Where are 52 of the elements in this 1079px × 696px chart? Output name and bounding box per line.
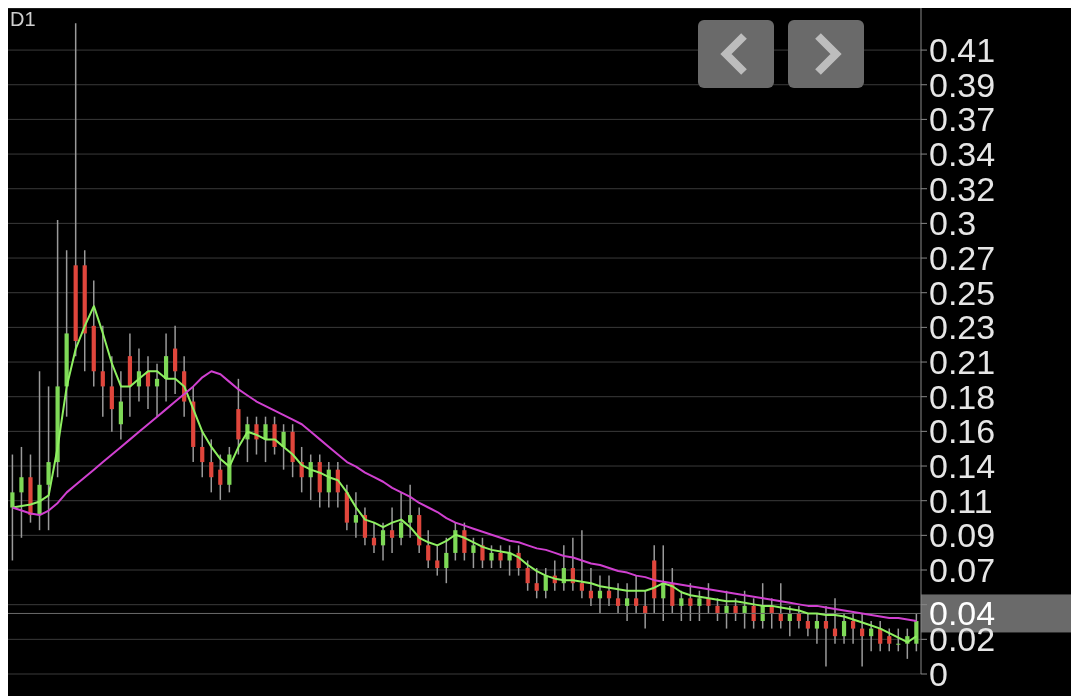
candlestick [272,415,277,456]
candlestick [679,590,684,622]
candlestick [814,612,820,645]
candlestick [697,590,702,622]
candlestick [507,544,512,577]
candlestick [805,612,810,637]
candlestick [10,453,15,562]
candlestick [218,453,223,501]
candlestick [471,537,476,569]
candlestick [480,537,485,569]
candlestick [724,590,729,630]
candlestick [100,325,105,418]
candlestick [408,484,413,539]
candlestick [245,415,250,463]
candlestick [498,544,503,569]
candlestick [399,491,404,547]
candlestick [579,529,584,600]
candlestick [389,506,395,554]
candlestick [109,355,114,433]
candlestick [209,438,214,494]
candlestick [706,582,711,615]
candlestick [263,415,268,463]
candlestick [823,605,829,668]
candlestick [173,325,178,395]
candlestick [625,582,630,622]
candlestick [615,582,621,615]
candlestick [688,582,693,622]
candlestick [634,574,639,615]
candlestick [118,370,123,441]
candlestick [534,567,539,600]
candlestick [715,597,720,622]
candlestick [426,529,431,569]
candlestick [489,544,494,569]
candlestick [733,597,738,622]
candlestick [896,627,901,653]
candlestick [841,612,847,645]
candlestick [19,446,24,539]
candlestick [850,612,856,645]
candlestick [878,620,883,653]
candlestick [353,491,359,539]
candlestick [887,627,892,653]
y-tick-label: 0 [929,655,948,694]
candlestick [46,385,51,531]
candlestick [281,423,286,471]
candlestick [435,544,440,577]
candlestick [380,521,386,562]
chart-title: D1 [10,8,36,31]
candlestick [525,559,530,592]
candlestick [254,415,259,456]
line-series [11,305,918,644]
candlestick [444,537,449,584]
candlestick [200,431,205,478]
